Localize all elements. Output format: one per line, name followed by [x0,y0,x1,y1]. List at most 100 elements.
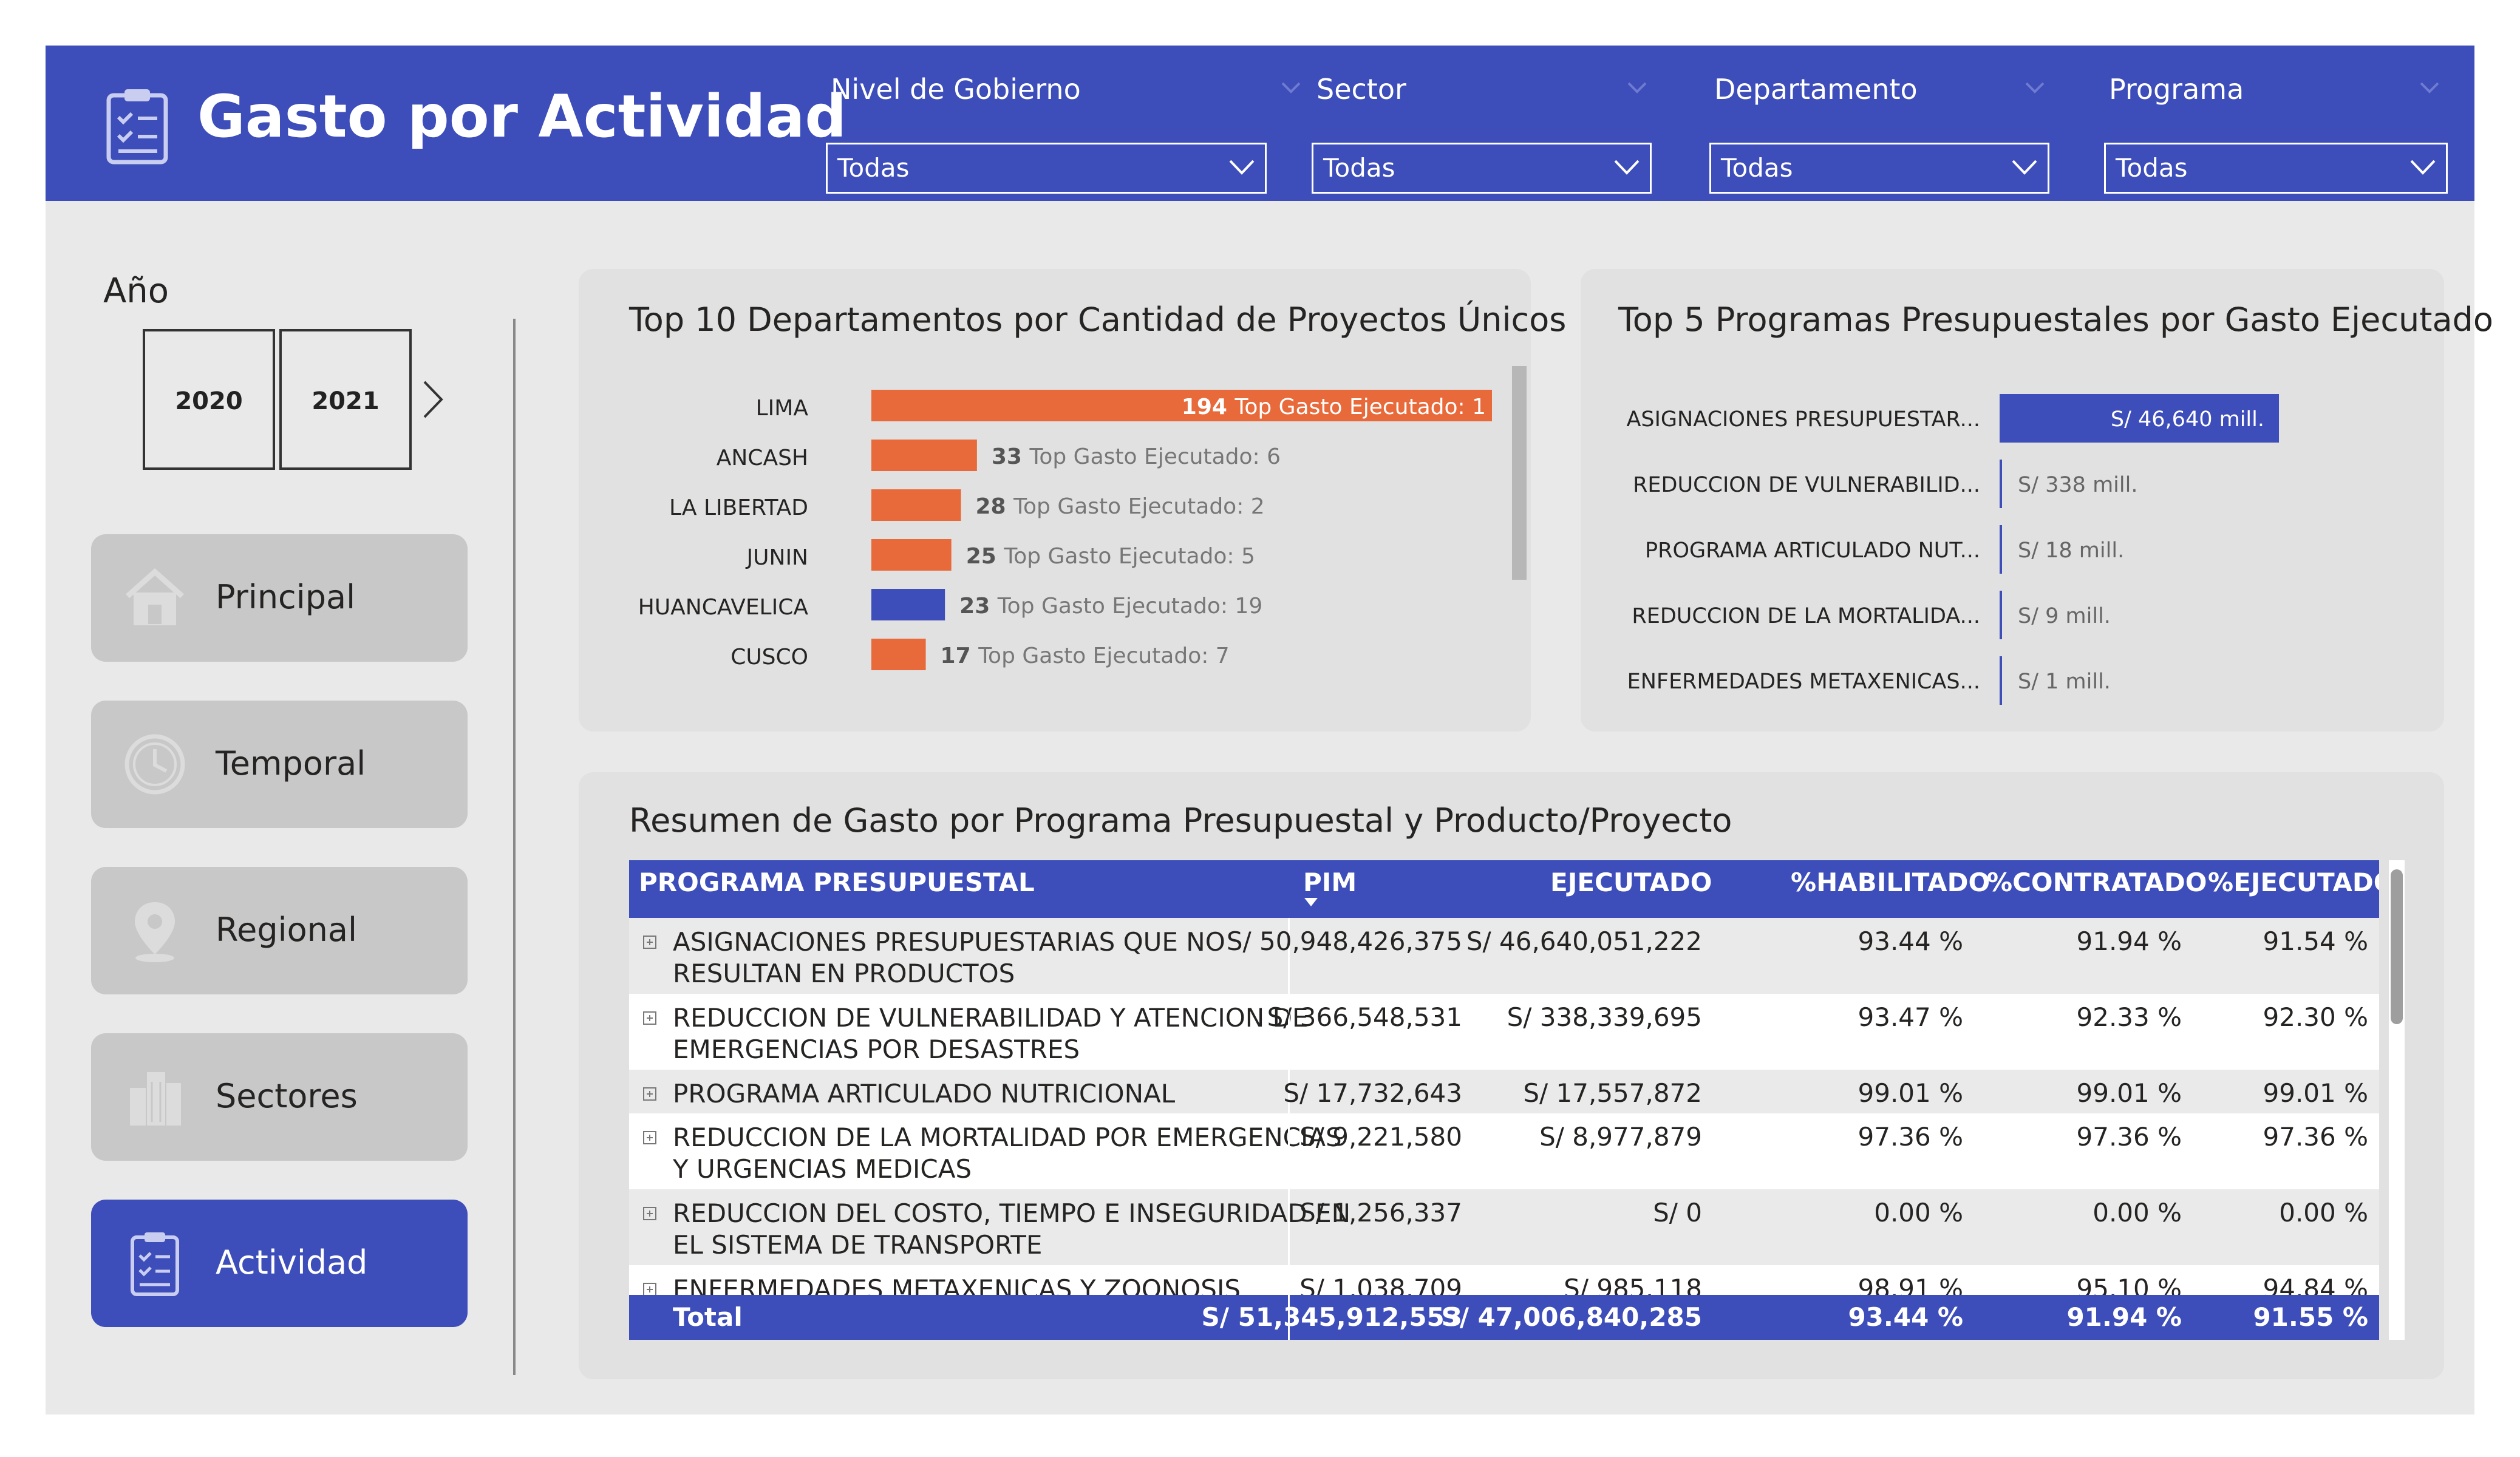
report-page: Gasto por Actividad Nivel de Gobierno To… [46,46,2493,1415]
filter-dropdown[interactable]: Todas [1312,143,1652,194]
chevron-down-icon [1614,160,1640,175]
nav-button-sectores[interactable]: Sectores [91,1033,468,1161]
cell-ejecutado: S/ 46,640,051,222 [1466,926,1702,956]
summary-table: PROGRAMA PRESUPUESTAL PIM EJECUTADO %HAB… [629,860,2379,1340]
cell-pct-ejecutado: 91.54 % [2263,926,2369,956]
chevron-down-icon[interactable] [1627,82,1647,94]
nav-button-actividad[interactable]: Actividad [91,1200,468,1327]
program-bar-chart: ASIGNACIONES PRESUPUESTAR... S/ 46,640 mi… [1626,394,2279,705]
chevron-down-icon [1229,160,1255,175]
table-row[interactable]: REDUCCION DEL COSTO, TIEMPO E INSEGURIDA… [629,1189,2379,1265]
data-label: S/ 46,640 mill. [2111,407,2264,432]
table-header: PROGRAMA PRESUPUESTAL PIM EJECUTADO %HAB… [629,860,2379,918]
program-name: ASIGNACIONES PRESUPUESTARIAS QUE NO RESUL… [673,926,1225,1002]
cell-contratado: 97.36 % [2076,1122,2182,1152]
program-name: REDUCCION DE VULNERABILIDAD Y ATENCION D… [673,1002,1308,1078]
program-name-line: RESULTAN EN PRODUCTOS [673,959,1015,988]
expand-icon[interactable] [642,1206,657,1221]
chevron-down-icon[interactable] [2420,82,2439,94]
expand-icon[interactable] [642,1011,657,1025]
category-label: REDUCCION DE VULNERABILID... [1633,473,1980,497]
cell-habilitado: 93.44 % [1858,926,1964,956]
column-header[interactable]: PIM [1303,868,1357,897]
cell-contratado: 92.33 % [2076,1002,2182,1032]
category-label: LA LIBERTAD [669,495,808,520]
program-name-line: ASIGNACIONES PRESUPUESTARIAS QUE NO [673,927,1225,957]
cell-pct-ejecutado: 99.01 % [2263,1078,2369,1108]
panel-divider [513,319,516,1375]
nav-button-principal[interactable]: Principal [91,534,468,662]
expand-icon[interactable] [642,935,657,949]
cell-pct-ejecutado: 97.36 % [2263,1122,2369,1152]
table-row[interactable]: PROGRAMA ARTICULADO NUTRICIONAL S/ 17,732… [629,1070,2379,1113]
filter-dropdown[interactable]: Todas [1709,143,2049,194]
nav-label: Sectores [216,1077,358,1115]
chevron-right-icon[interactable] [421,378,445,421]
bar [871,589,945,620]
cell-pim: S/ 50,948,426,375 [1226,926,1462,956]
cell-habilitado: 99.01 % [1858,1078,1964,1108]
table-row[interactable]: REDUCCION DE VULNERABILIDAD Y ATENCION D… [629,994,2379,1070]
data-label: 23 Top Gasto Ejecutado: 19 [959,594,1262,619]
cell-ejecutado: S/ 8,977,879 [1539,1122,1702,1152]
column-header[interactable]: %EJECUTADO [2208,868,2379,897]
scrollbar[interactable] [1512,366,1527,580]
year-button-2020[interactable]: 2020 [143,329,275,470]
chart-title: Top 5 Programas Presupuestales por Gasto… [1618,301,2493,339]
column-divider [1288,918,1290,994]
program-name-line: REDUCCION DE LA MORTALIDAD POR EMERGENCI… [673,1122,1342,1152]
column-header[interactable]: EJECUTADO [1550,868,1712,897]
filter-dropdown[interactable]: Todas [2104,143,2448,194]
nav-label: Principal [216,578,356,616]
nav-button-regional[interactable]: Regional [91,867,468,994]
category-label: HUANCAVELICA [638,595,809,620]
clock-icon [124,734,185,795]
category-label: CUSCO [730,645,808,670]
filter-value: Todas [1323,153,1395,183]
table-row[interactable]: ASIGNACIONES PRESUPUESTARIAS QUE NO RESUL… [629,918,2379,994]
buildings-icon [130,1072,181,1126]
cell-contratado: 91.94 % [2076,926,2182,956]
cell-habilitado: 97.36 % [1858,1122,1964,1152]
clipboard-icon [131,1232,179,1296]
dept-chart-card: Top 10 Departamentos por Cantidad de Pro… [579,269,1566,732]
data-label: S/ 1 mill. [2018,670,2111,694]
cell-ejecutado: S/ 17,557,872 [1523,1078,1702,1108]
scrollbar-thumb[interactable] [2391,869,2403,1024]
bar [871,639,926,670]
program-chart-card: Top 5 Programas Presupuestales por Gasto… [1581,269,2493,732]
year-button-2021[interactable]: 2021 [279,329,412,470]
bar [2000,394,2279,443]
bar [2000,656,2002,705]
cell-habilitado: 0.00 % [1874,1198,1963,1228]
expand-icon[interactable] [642,1130,657,1145]
chevron-down-icon[interactable] [2025,82,2045,94]
bar [871,440,977,471]
year-label: 2021 [312,387,380,415]
program-name-line: REDUCCION DEL COSTO, TIEMPO E INSEGURIDA… [673,1198,1351,1228]
data-label: 194 Top Gasto Ejecutado: 1 [1182,395,1486,419]
bar [2000,525,2002,574]
total-contratado: 91.94 % [2066,1302,2182,1332]
expand-icon[interactable] [642,1087,657,1101]
chevron-down-icon [2410,160,2436,175]
category-label: ASIGNACIONES PRESUPUESTAR... [1626,407,1980,432]
filter-label: Programa [2109,73,2244,106]
chevron-down-icon [2012,160,2037,175]
column-header[interactable]: %CONTRATADO [1987,868,2207,897]
filter-label: Sector [1316,73,1406,106]
bar [2000,591,2002,639]
column-header[interactable]: %HABILITADO [1791,868,1990,897]
sort-desc-icon [1304,898,1318,906]
column-divider [1288,994,1290,1070]
cell-habilitado: 93.47 % [1858,1002,1964,1032]
chevron-down-icon[interactable] [1281,82,1301,94]
nav-button-temporal[interactable]: Temporal [91,701,468,828]
filter-value: Todas [837,153,910,183]
program-name-line: REDUCCION DE VULNERABILIDAD Y ATENCION D… [673,1003,1309,1033]
column-header[interactable]: PROGRAMA PRESUPUESTAL [639,868,1035,897]
table-row[interactable]: REDUCCION DE LA MORTALIDAD POR EMERGENCI… [629,1113,2379,1189]
clipboard-icon [106,89,168,165]
filter-dropdown[interactable]: Todas [826,143,1267,194]
data-label: 17 Top Gasto Ejecutado: 7 [941,644,1230,668]
